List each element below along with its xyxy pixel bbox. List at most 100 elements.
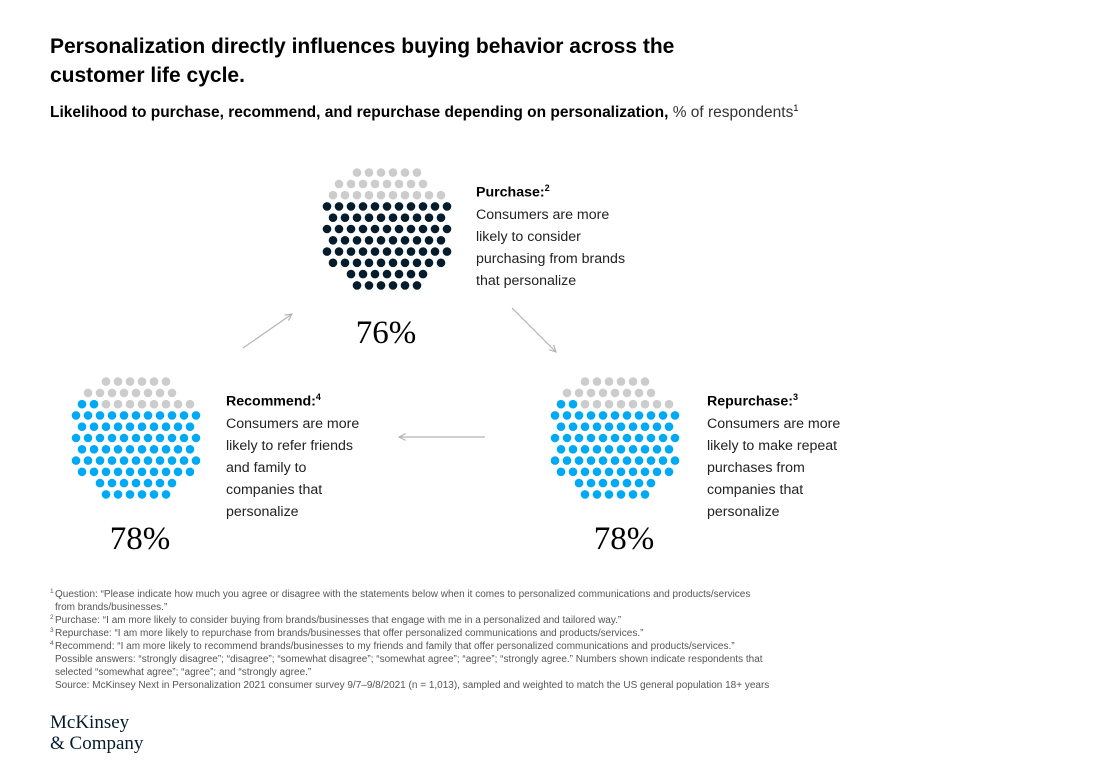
repurchase-dot-filled [592, 467, 602, 477]
repurchase-dot-filled [568, 399, 578, 409]
recommend-dot-filled [83, 456, 93, 465]
recommend-dot-remainder [107, 388, 117, 398]
repurchase-dot-filled [550, 433, 560, 443]
recommend-dot-filled [125, 422, 135, 432]
purchase-dot-filled [346, 224, 356, 234]
repurchase-dot-remainder [586, 388, 596, 398]
repurchase-dot-filled [580, 445, 590, 454]
repurchase-dot-filled [646, 411, 656, 420]
purchase-dot-filled [328, 236, 338, 245]
recommend-label: Recommend:4 Consumers are more likely to… [226, 386, 396, 523]
footnote-number: 1 [50, 588, 54, 595]
purchase-dot-filled [412, 236, 422, 245]
recommend-dot-filled [119, 456, 129, 465]
recommend-dot-filled [137, 490, 147, 499]
purchase-dot-remainder [418, 179, 428, 189]
purchase-dot-filled [358, 269, 368, 279]
recommend-dot-remainder [155, 388, 165, 398]
recommend-heading: Recommend:4 [226, 392, 321, 410]
purchase-dot-filled [430, 224, 440, 234]
repurchase-dot-filled [562, 456, 572, 465]
recommend-dot-filled [137, 467, 147, 477]
repurchase-dot-filled [610, 433, 620, 443]
repurchase-dot-filled [640, 467, 650, 477]
purchase-dot-filled [382, 224, 392, 234]
recommend-desc-line: and family to [226, 459, 307, 476]
recommend-dot-remainder [125, 377, 135, 386]
footnote-line: Possible answers: “strongly disagree”; “… [55, 654, 763, 665]
purchase-dot-filled [418, 224, 428, 234]
purchase-dot-filled [340, 236, 350, 245]
repurchase-dot-filled [628, 490, 638, 499]
purchase-dot-filled [328, 258, 338, 268]
recommend-dot-remainder [137, 377, 147, 386]
recommend-dot-filled [113, 467, 123, 477]
repurchase-dot-filled [640, 422, 650, 432]
recommend-dot-filled [161, 422, 171, 432]
recommend-dot-filled [89, 467, 99, 477]
recommend-dot-filled [161, 445, 171, 454]
purchase-dot-filled [388, 258, 398, 268]
recommend-dot-filled [89, 399, 99, 409]
repurchase-dot-filled [598, 478, 608, 488]
repurchase-dot-filled [628, 445, 638, 454]
purchase-dot-filled [430, 247, 440, 256]
purchase-dot-filled [334, 224, 344, 234]
repurchase-dot-filled [670, 411, 680, 420]
repurchase-dot-filled [574, 478, 584, 488]
purchase-dot-remainder [370, 179, 380, 189]
recommend-dot-filled [149, 490, 159, 499]
purchase-dot-filled [382, 269, 392, 279]
purchase-dot-filled [364, 213, 374, 222]
recommend-dot-remainder [167, 388, 177, 398]
purchase-dot-filled [376, 236, 386, 245]
repurchase-dot-remainder [616, 399, 626, 409]
repurchase-dot-filled [628, 467, 638, 477]
purchase-dot-remainder [382, 179, 392, 189]
recommend-dot-filled [173, 422, 183, 432]
arrow-purchase-to-repurchase [511, 307, 556, 352]
purchase-dot-filled [394, 224, 404, 234]
recommend-dot-remainder [101, 377, 111, 386]
purchase-dot-remainder [400, 190, 410, 200]
purchase-dot-filled [376, 213, 386, 222]
recommend-dot-remainder [125, 399, 135, 409]
purchase-dot-filled [388, 236, 398, 245]
purchase-dot-filled [382, 202, 392, 211]
footnote-number: 2 [50, 614, 54, 621]
purchase-dot-remainder [364, 168, 374, 177]
purchase-dot-filled [442, 224, 452, 234]
recommend-dot-filled [89, 422, 99, 432]
recommend-dot-filled [161, 467, 171, 477]
logo-line: McKinsey [50, 712, 130, 733]
repurchase-dot-remainder [574, 388, 584, 398]
repurchase-dot-filled [610, 411, 620, 420]
repurchase-dot-filled [556, 399, 566, 409]
recommend-dot-remainder [149, 399, 159, 409]
purchase-dot-filled [370, 247, 380, 256]
subtitle-unit: % of respondents [672, 104, 794, 122]
purchase-dot-filled [334, 247, 344, 256]
purchase-dot-filled [370, 202, 380, 211]
repurchase-dot-filled [646, 433, 656, 443]
repurchase-dot-filled [580, 467, 590, 477]
repurchase-dot-filled [670, 456, 680, 465]
recommend-dot-filled [179, 411, 189, 420]
recommend-dot-filled [101, 467, 111, 477]
repurchase-dot-filled [574, 456, 584, 465]
footnote-number: 3 [50, 627, 54, 634]
repurchase-dot-filled [604, 490, 614, 499]
recommend-dot-filled [77, 422, 87, 432]
repurchase-dot-filled [652, 445, 662, 454]
purchase-dot-filled [376, 258, 386, 268]
purchase-dot-filled [412, 281, 422, 290]
purchase-dot-filled [346, 269, 356, 279]
repurchase-dot-filled [622, 478, 632, 488]
repurchase-desc-line: Consumers are more [707, 415, 841, 432]
purchase-dot-remainder [364, 190, 374, 200]
source-note: Source: McKinsey Next in Personalization… [50, 679, 870, 692]
repurchase-dot-remainder [580, 377, 590, 386]
recommend-dot-filled [77, 445, 87, 454]
repurchase-dot-filled [640, 490, 650, 499]
